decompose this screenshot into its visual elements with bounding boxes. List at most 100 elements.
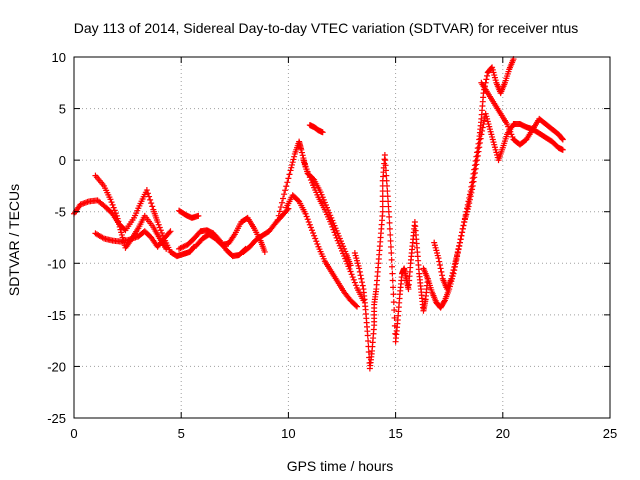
series-arc-a	[71, 187, 198, 260]
data-point	[356, 268, 363, 275]
data-point	[382, 162, 389, 169]
data-point	[311, 232, 318, 239]
data-point	[298, 149, 305, 156]
data-point	[304, 216, 311, 223]
series-arc-o	[478, 79, 566, 148]
data-point	[388, 256, 395, 263]
data-point	[289, 159, 296, 166]
data-point	[379, 203, 386, 210]
data-point	[379, 208, 386, 215]
series-arc-e	[193, 214, 268, 255]
data-point	[112, 210, 119, 217]
data-point	[298, 146, 305, 153]
data-point	[390, 284, 397, 291]
data-point	[195, 212, 202, 219]
data-point	[364, 332, 371, 339]
data-point	[299, 152, 306, 159]
data-point	[477, 135, 484, 142]
data-point	[313, 238, 320, 245]
data-point	[450, 266, 457, 273]
data-point	[115, 218, 122, 225]
data-point	[460, 222, 467, 229]
data-point	[386, 213, 393, 220]
data-point	[466, 196, 473, 203]
data-point	[166, 229, 173, 236]
data-point	[436, 258, 443, 265]
data-point	[261, 248, 268, 255]
data-point	[455, 245, 462, 252]
data-point	[351, 279, 358, 286]
data-point	[314, 241, 321, 248]
data-point	[457, 236, 464, 243]
data-point	[473, 153, 480, 160]
y-tick-label: 0	[59, 153, 66, 168]
data-point	[276, 208, 283, 215]
data-point	[158, 230, 165, 237]
data-point	[358, 275, 365, 282]
x-tick-label: 25	[603, 426, 617, 441]
data-point	[449, 272, 456, 279]
data-point	[312, 235, 319, 242]
data-point	[302, 210, 309, 217]
data-point	[156, 224, 163, 231]
data-point	[114, 215, 121, 222]
series-arc-k	[300, 157, 354, 269]
data-point	[471, 162, 478, 169]
data-point	[473, 161, 480, 168]
x-tick-label: 10	[281, 426, 295, 441]
data-point	[357, 272, 364, 279]
data-point	[163, 245, 170, 252]
data-point	[111, 207, 118, 214]
data-point	[471, 170, 478, 177]
data-point	[475, 148, 482, 155]
data-point	[348, 271, 355, 278]
data-point	[466, 200, 473, 207]
data-point	[306, 221, 313, 228]
data-point	[449, 269, 456, 276]
data-point	[307, 224, 314, 231]
data-point	[383, 177, 390, 184]
data-point	[470, 178, 477, 185]
data-point	[365, 337, 372, 344]
data-point	[475, 140, 482, 147]
data-point	[379, 198, 386, 205]
data-point	[384, 182, 391, 189]
data-point	[347, 268, 354, 275]
data-point	[474, 157, 481, 164]
x-tick-label: 20	[496, 426, 510, 441]
data-point	[388, 249, 395, 256]
data-point	[439, 272, 446, 279]
ticks-layer: 0 5 10 15 20 25 -25 -20 -15 -10 -5 0 5 10	[47, 50, 617, 441]
data-point	[478, 131, 485, 138]
y-tick-label: 5	[59, 102, 66, 117]
y-tick-label: -20	[47, 359, 66, 374]
data-point	[385, 203, 392, 210]
data-point	[146, 193, 153, 200]
data-point	[359, 279, 366, 286]
data-point	[453, 255, 460, 262]
data-point	[303, 213, 310, 220]
data-point	[382, 157, 389, 164]
series-arc-j	[306, 122, 326, 136]
data-point	[469, 179, 476, 186]
data-point	[459, 225, 466, 232]
data-point	[387, 237, 394, 244]
data-point	[281, 191, 288, 198]
data-point	[469, 186, 476, 193]
data-point	[390, 291, 397, 298]
data-point	[387, 231, 394, 238]
data-point	[451, 264, 458, 271]
data-point	[107, 196, 114, 203]
data-point	[458, 232, 465, 239]
data-point	[451, 261, 458, 268]
data-point	[383, 172, 390, 179]
data-point	[559, 135, 566, 142]
data-point	[437, 265, 444, 272]
data-point	[287, 167, 294, 174]
data-point	[379, 193, 386, 200]
data-point	[305, 219, 312, 226]
data-point	[117, 226, 124, 233]
data-point	[116, 223, 123, 230]
series-arc-g	[240, 205, 292, 255]
